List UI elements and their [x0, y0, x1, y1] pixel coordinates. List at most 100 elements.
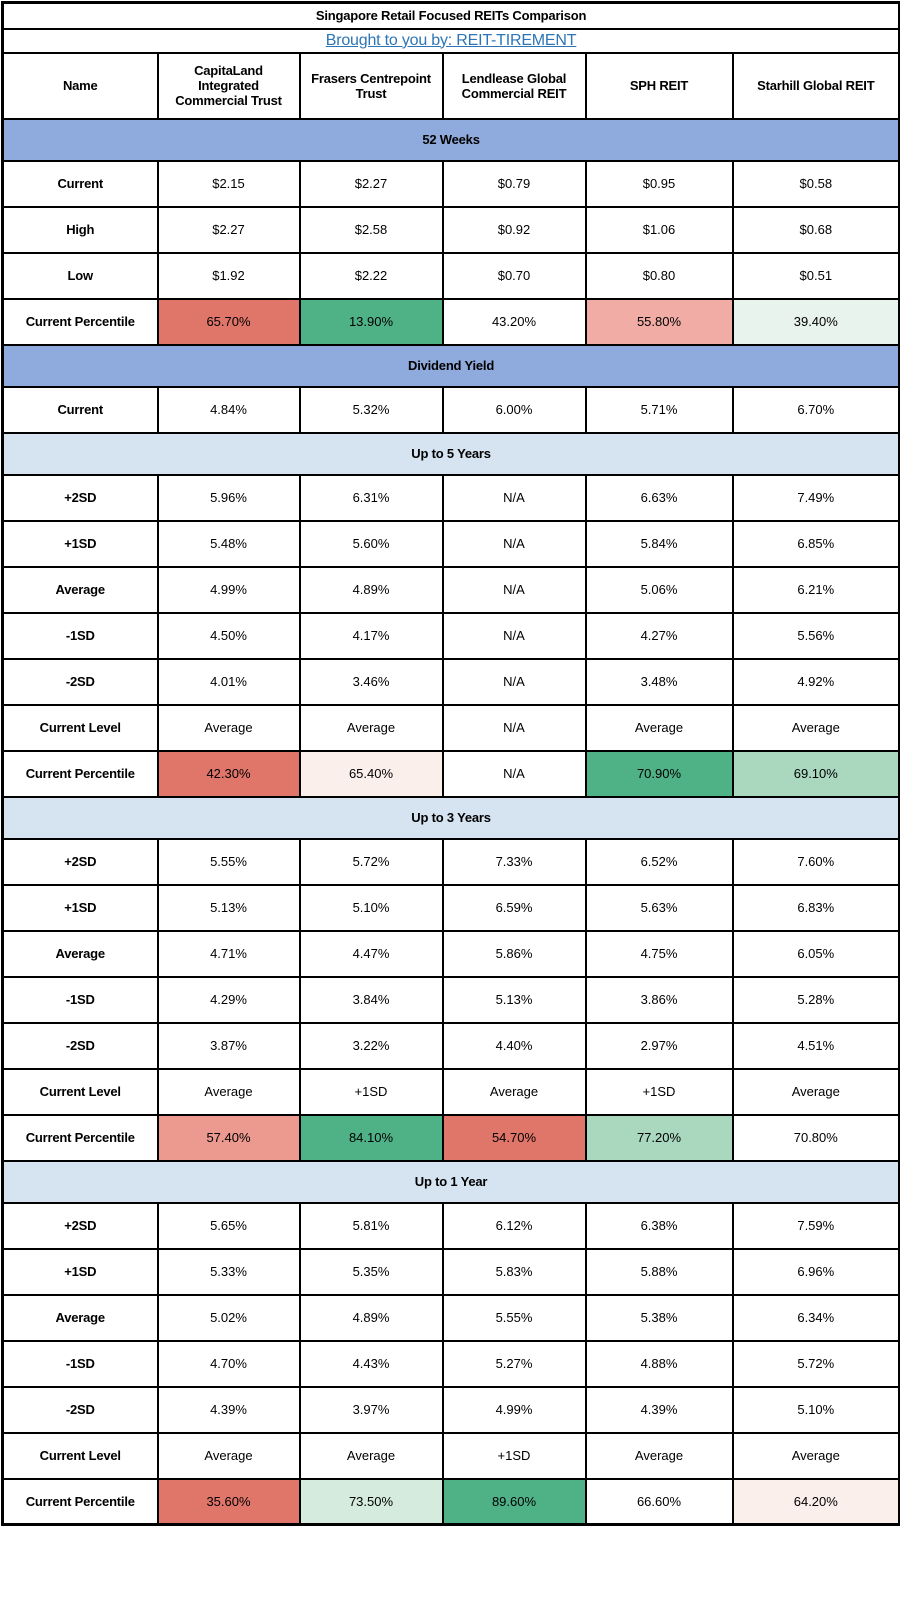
value-cell: 6.63% — [584, 473, 734, 522]
value-cell: $2.27 — [156, 205, 301, 254]
value-cell: 4.84% — [156, 385, 301, 434]
column-header-lendlease-global-commercial-reit: Lendlease Global Commercial REIT — [441, 51, 587, 120]
section-banner-row: 52 Weeks — [1, 117, 900, 162]
value-cell: 6.31% — [298, 473, 444, 522]
value-cell: 43.20% — [441, 297, 587, 346]
table-row: +1SD 5.33% 5.35% 5.83% 5.88% 6.96% — [1, 1247, 900, 1296]
value-cell: +1SD — [584, 1067, 734, 1116]
table-row: -2SD 4.39% 3.97% 4.99% 4.39% 5.10% — [1, 1385, 900, 1434]
row-label: +2SD — [1, 837, 159, 886]
table-row: +1SD 5.13% 5.10% 6.59% 5.63% 6.83% — [1, 883, 900, 932]
value-cell: 73.50% — [298, 1477, 444, 1526]
value-cell: 6.21% — [731, 565, 900, 614]
value-cell: 6.52% — [584, 837, 734, 886]
row-label: +2SD — [1, 473, 159, 522]
value-cell: 6.59% — [441, 883, 587, 932]
value-cell: 84.10% — [298, 1113, 444, 1162]
row-label: -2SD — [1, 1021, 159, 1070]
value-cell: 5.96% — [156, 473, 301, 522]
value-cell: 4.39% — [156, 1385, 301, 1434]
table-row: -2SD 4.01% 3.46% N/A 3.48% 4.92% — [1, 657, 900, 706]
value-cell: $0.51 — [731, 251, 900, 300]
row-label: Average — [1, 929, 159, 978]
table-row: +2SD 5.55% 5.72% 7.33% 6.52% 7.60% — [1, 837, 900, 886]
value-cell: 5.60% — [298, 519, 444, 568]
value-cell: 4.70% — [156, 1339, 301, 1388]
value-cell: 3.97% — [298, 1385, 444, 1434]
table-row: -2SD 3.87% 3.22% 4.40% 2.97% 4.51% — [1, 1021, 900, 1070]
value-cell: Average — [731, 1067, 900, 1116]
value-cell: 4.50% — [156, 611, 301, 660]
column-header-sph-reit: SPH REIT — [584, 51, 734, 120]
value-cell: $2.15 — [156, 159, 301, 208]
value-cell: Average — [298, 1431, 444, 1480]
table-row: Current Percentile 65.70% 13.90% 43.20% 55.8… — [1, 297, 900, 346]
value-cell: 5.84% — [584, 519, 734, 568]
row-label: Low — [1, 251, 159, 300]
table-row: High $2.27 $2.58 $0.92 $1.06 $0.68 — [1, 205, 900, 254]
value-cell: 70.80% — [731, 1113, 900, 1162]
table-row: +1SD 5.48% 5.60% N/A 5.84% 6.85% — [1, 519, 900, 568]
reit-tirement-link[interactable]: Brought to you by: REIT-TIREMENT — [325, 31, 577, 49]
value-cell: Average — [731, 703, 900, 752]
value-cell: 35.60% — [156, 1477, 301, 1526]
value-cell: 7.49% — [731, 473, 900, 522]
row-label: Current — [1, 159, 159, 208]
value-cell: $0.70 — [441, 251, 587, 300]
row-label: Average — [1, 565, 159, 614]
row-label: Current Percentile — [1, 297, 159, 346]
row-label: Current — [1, 385, 159, 434]
table-row: Current Level Average Average +1SD Average Av… — [1, 1431, 900, 1480]
row-label: Current Level — [1, 1431, 159, 1480]
value-cell: 4.88% — [584, 1339, 734, 1388]
value-cell: $0.95 — [584, 159, 734, 208]
table-row: Current Percentile 35.60% 73.50% 89.60% 66.6… — [1, 1477, 900, 1526]
value-cell: N/A — [441, 657, 587, 706]
value-cell: 3.22% — [298, 1021, 444, 1070]
value-cell: 7.59% — [731, 1201, 900, 1250]
table-row: Current Percentile 42.30% 65.40% N/A 70.90% 6… — [1, 749, 900, 798]
value-cell: 65.70% — [156, 297, 301, 346]
value-cell: 5.38% — [584, 1293, 734, 1342]
value-cell: 66.60% — [584, 1477, 734, 1526]
value-cell: 5.63% — [584, 883, 734, 932]
value-cell: Average — [156, 1067, 301, 1116]
value-cell: 5.32% — [298, 385, 444, 434]
value-cell: $0.92 — [441, 205, 587, 254]
row-label: +1SD — [1, 883, 159, 932]
value-cell: 64.20% — [731, 1477, 900, 1526]
table-row: Current 4.84% 5.32% 6.00% 5.71% 6.70% — [1, 385, 900, 434]
value-cell: 4.92% — [731, 657, 900, 706]
row-label: Current Percentile — [1, 1113, 159, 1162]
value-cell: 5.28% — [731, 975, 900, 1024]
value-cell: 3.84% — [298, 975, 444, 1024]
value-cell: 5.48% — [156, 519, 301, 568]
value-cell: $1.06 — [584, 205, 734, 254]
section-header: 52 Weeks — [1, 117, 900, 162]
value-cell: $1.92 — [156, 251, 301, 300]
table-row: Average 4.71% 4.47% 5.86% 4.75% 6.05% — [1, 929, 900, 978]
table-row: Low $1.92 $2.22 $0.70 $0.80 $0.51 — [1, 251, 900, 300]
value-cell: 6.96% — [731, 1247, 900, 1296]
value-cell: 77.20% — [584, 1113, 734, 1162]
value-cell: 6.85% — [731, 519, 900, 568]
table-row: +2SD 5.96% 6.31% N/A 6.63% 7.49% — [1, 473, 900, 522]
value-cell: 3.48% — [584, 657, 734, 706]
value-cell: 4.99% — [156, 565, 301, 614]
value-cell: 3.87% — [156, 1021, 301, 1070]
value-cell: 5.02% — [156, 1293, 301, 1342]
value-cell: 4.75% — [584, 929, 734, 978]
value-cell: $0.80 — [584, 251, 734, 300]
section-header: Up to 5 Years — [1, 431, 900, 476]
value-cell: 5.88% — [584, 1247, 734, 1296]
value-cell: 6.83% — [731, 883, 900, 932]
value-cell: $0.68 — [731, 205, 900, 254]
value-cell: 42.30% — [156, 749, 301, 798]
value-cell: 6.00% — [441, 385, 587, 434]
row-label: Current Level — [1, 703, 159, 752]
section-header: Up to 3 Years — [1, 795, 900, 840]
section-banner-row: Dividend Yield — [1, 343, 900, 388]
value-cell: Average — [156, 1431, 301, 1480]
value-cell: 5.65% — [156, 1201, 301, 1250]
